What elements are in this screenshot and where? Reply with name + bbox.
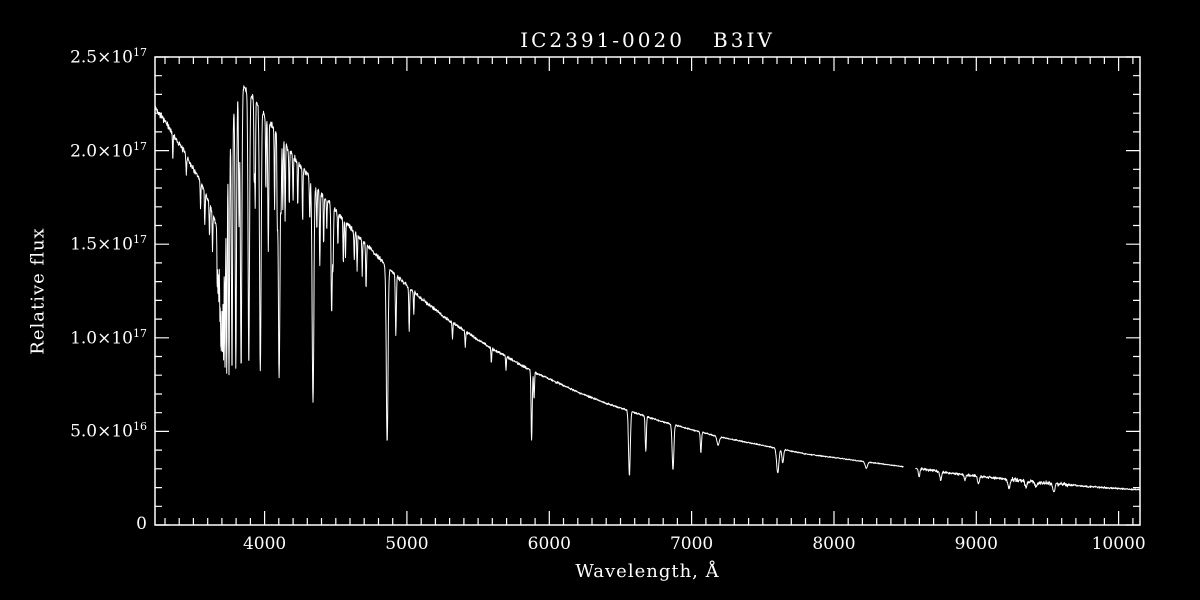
plot-title: IC2391-0020 B3IV (520, 28, 775, 52)
axis-ticks (155, 56, 1140, 526)
x-axis-label: Wavelength, Å (575, 561, 720, 582)
spectrum-line (154, 85, 1141, 493)
y-axis-label: Relative flux (27, 227, 49, 355)
axis-box (154, 56, 1141, 526)
